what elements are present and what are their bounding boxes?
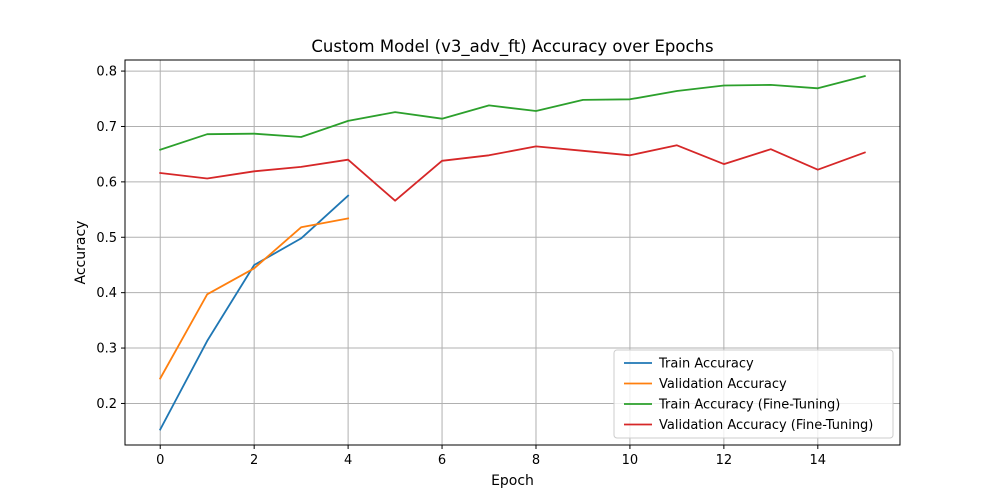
y-tick-label: 0.2 xyxy=(96,397,117,412)
x-tick-label: 4 xyxy=(344,453,352,468)
x-tick-label: 2 xyxy=(250,453,258,468)
grid-lines xyxy=(125,60,900,445)
x-tick-label: 12 xyxy=(716,453,733,468)
legend-label: Train Accuracy (Fine-Tuning) xyxy=(658,398,840,413)
y-axis-label: Accuracy xyxy=(73,221,89,285)
x-tick-label: 14 xyxy=(810,453,827,468)
axis-ticks: 0 2 4 6 8 10 12 14 0.2 0.3 0.4 0.5 0.6 0.7 0.8 xyxy=(96,65,826,468)
legend: Train Accuracy Validation Accuracy Train A… xyxy=(613,349,894,439)
legend-label: Train Accuracy xyxy=(658,357,754,372)
series-line-validation-accuracy-fine-tuning xyxy=(159,144,866,202)
y-tick-label: 0.4 xyxy=(96,286,117,301)
x-tick-label: 0 xyxy=(156,453,164,468)
series-line-validation-accuracy xyxy=(158,217,350,380)
series-line-train-accuracy-fine-tuning xyxy=(159,75,866,151)
series-lines xyxy=(158,75,866,431)
legend-label: Validation Accuracy (Fine-Tuning) xyxy=(659,418,873,433)
x-tick-label: 8 xyxy=(532,453,540,468)
y-tick-label: 0.7 xyxy=(96,120,117,135)
y-tick-label: 0.8 xyxy=(96,65,117,80)
x-axis-label: Epoch xyxy=(491,473,534,489)
plot-frame xyxy=(124,59,901,446)
legend-label: Validation Accuracy xyxy=(659,377,787,392)
legend-box xyxy=(613,349,894,439)
y-tick-label: 0.6 xyxy=(96,175,117,190)
x-tick-label: 10 xyxy=(622,453,639,468)
x-tick-label: 6 xyxy=(438,453,446,468)
chart-title: Custom Model (v3_adv_ft) Accuracy over E… xyxy=(311,37,713,57)
y-tick-label: 0.5 xyxy=(96,231,117,246)
y-tick-label: 0.3 xyxy=(96,342,117,357)
